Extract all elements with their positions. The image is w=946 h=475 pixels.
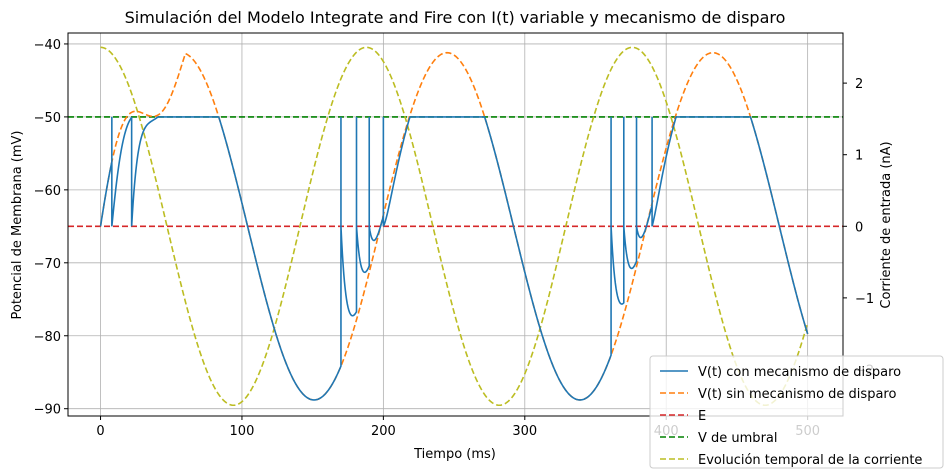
legend-label: Evolución temporal de la corriente [698, 453, 922, 468]
y-tick-label: −40 [34, 38, 61, 53]
chart-title: Simulación del Modelo Integrate and Fire… [125, 8, 786, 27]
plot-area [68, 46, 843, 407]
series-line-corriente [100, 46, 809, 407]
legend-box [649, 355, 944, 469]
legend-label: V de umbral [698, 431, 778, 446]
y-right-tick-label: 0 [855, 220, 863, 235]
x-tick-label: 100 [230, 424, 255, 439]
x-tick-label: 0 [96, 424, 104, 439]
series-line-con-disparo [99, 116, 809, 401]
y-axis-left: −90 −80 −70 −60 −50 −40 [34, 38, 68, 418]
y-tick-label: −50 [34, 111, 61, 126]
legend-label: V(t) con mecanismo de disparo [698, 365, 901, 380]
series-line-sin-disparo [99, 51, 809, 401]
y-tick-label: −60 [34, 184, 61, 199]
y-right-tick-label: −1 [855, 292, 874, 307]
legend: V(t) con mecanismo de disparo V(t) sin me… [649, 355, 944, 469]
x-tick-label: 300 [512, 424, 537, 439]
legend-label: V(t) sin mecanismo de disparo [698, 387, 896, 402]
legend-label: E [698, 409, 706, 424]
x-tick-label: 200 [371, 424, 396, 439]
y-axis-right-label: Corriente de entrada (nA) [879, 141, 894, 308]
y-right-tick-label: 1 [855, 149, 863, 164]
x-axis-label: Tiempo (ms) [413, 447, 496, 462]
y-axis-label: Potencial de Membrana (mV) [10, 131, 25, 320]
y-right-tick-label: 2 [855, 77, 863, 92]
axes-frame [67, 32, 844, 417]
y-tick-label: −70 [34, 257, 61, 272]
y-tick-label: −90 [34, 403, 61, 418]
y-tick-label: −80 [34, 330, 61, 345]
